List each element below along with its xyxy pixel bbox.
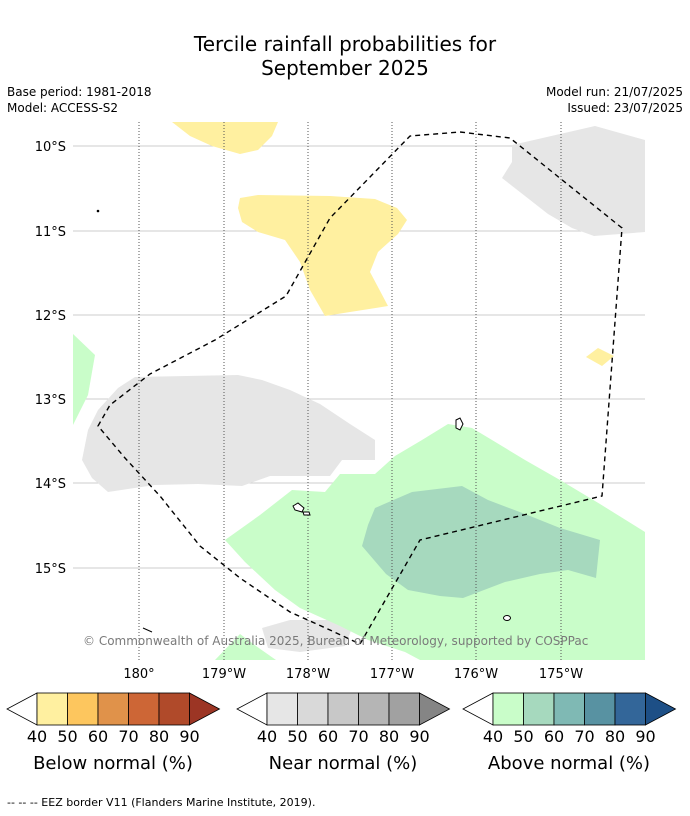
above-normal-colorbar	[462, 692, 677, 726]
colorbar-under-triangle	[462, 692, 494, 726]
longitude-labels: 180° 179°W 178°W 177°W 176°W 175°W	[123, 667, 583, 682]
colorbar-under-triangle	[236, 692, 268, 726]
colorbar-cell	[614, 692, 646, 726]
below-normal-areas	[172, 122, 614, 366]
colorbar-cell	[297, 692, 329, 726]
colorbar-tick-label: 80	[604, 727, 626, 746]
colorbar-cell	[327, 692, 359, 726]
colorbar-tick-label: 50	[57, 727, 78, 746]
above-normal-50-areas	[362, 486, 600, 598]
lat-label: 11°S	[35, 225, 66, 240]
lat-label: 14°S	[35, 477, 66, 492]
lon-label: 176°W	[454, 667, 498, 682]
colorbar-tick-label: 70	[348, 727, 369, 746]
colorbar-tick-label: 80	[148, 727, 170, 746]
colorbar-cell	[266, 692, 298, 726]
island-outlines	[96, 209, 511, 633]
lat-label: 12°S	[35, 309, 66, 324]
latitude-labels: 10°S 11°S 12°S 13°S 14°S 15°S	[35, 140, 66, 577]
lon-label: 179°W	[202, 667, 246, 682]
colorbar-tick-label: 70	[574, 727, 595, 746]
colorbar-cell	[97, 692, 129, 726]
eez-footnote: -- -- -- EEZ border V11 (Flanders Marine…	[7, 796, 316, 809]
colorbar-legends	[6, 692, 677, 726]
colorbar-tick-label: 90	[409, 727, 430, 746]
colorbar-tick-label: 90	[635, 727, 656, 746]
colorbar-cell	[553, 692, 585, 726]
near-normal-colorbar	[236, 692, 451, 726]
probability-map: © Commonwealth of Australia 2025, Bureau…	[35, 122, 645, 682]
colorbar-tick-label: 40	[256, 727, 278, 746]
colorbar-tick-label: 40	[482, 727, 504, 746]
base-period: Base period: 1981-2018	[7, 85, 152, 99]
above-normal-caption: Above normal (%)	[487, 753, 651, 774]
colorbar-cell	[584, 692, 616, 726]
colorbar-tick-label: 60	[543, 727, 565, 746]
lon-label: 178°W	[286, 667, 330, 682]
lon-label: 177°W	[370, 667, 414, 682]
lon-label: 175°W	[539, 667, 583, 682]
colorbar-cell	[36, 692, 68, 726]
colorbar-tick-label: 90	[179, 727, 200, 746]
colorbar-cell	[67, 692, 99, 726]
model-run: Model run: 21/07/2025	[545, 85, 683, 99]
colorbar-over-triangle	[645, 692, 677, 726]
colorbar-tick-label: 50	[287, 727, 308, 746]
lat-label: 13°S	[35, 393, 66, 408]
colorbar-cell	[388, 692, 420, 726]
colorbar-cell	[523, 692, 555, 726]
colorbar-tick-label: 40	[26, 727, 48, 746]
lat-label: 10°S	[35, 140, 66, 155]
colorbar-cell	[128, 692, 160, 726]
copyright-notice: © Commonwealth of Australia 2025, Bureau…	[83, 634, 588, 648]
colorbar-over-triangle	[189, 692, 221, 726]
below-normal-colorbar	[6, 692, 221, 726]
lat-label: 15°S	[35, 562, 66, 577]
colorbar-tick-label: 70	[118, 727, 139, 746]
colorbar-cell	[492, 692, 524, 726]
model-name: Model: ACCESS-S2	[7, 101, 119, 115]
colorbar-tick-label: 50	[513, 727, 534, 746]
colorbar-over-triangle	[419, 692, 451, 726]
eez-border	[97, 131, 623, 645]
colorbar-under-triangle	[6, 692, 38, 726]
colorbar-tick-label: 60	[87, 727, 109, 746]
map-title-line1: Tercile rainfall probabilities for	[193, 32, 497, 56]
map-title-line2: September 2025	[261, 56, 429, 80]
colorbar-cell	[358, 692, 390, 726]
colorbar-tick-label: 80	[378, 727, 400, 746]
near-normal-areas	[82, 126, 645, 652]
issued-date: Issued: 23/07/2025	[567, 101, 683, 115]
below-normal-caption: Below normal (%)	[33, 753, 193, 774]
lon-label: 180°	[123, 667, 154, 682]
colorbar-cell	[158, 692, 190, 726]
colorbar-tick-label: 60	[317, 727, 339, 746]
near-normal-caption: Near normal (%)	[268, 753, 418, 774]
